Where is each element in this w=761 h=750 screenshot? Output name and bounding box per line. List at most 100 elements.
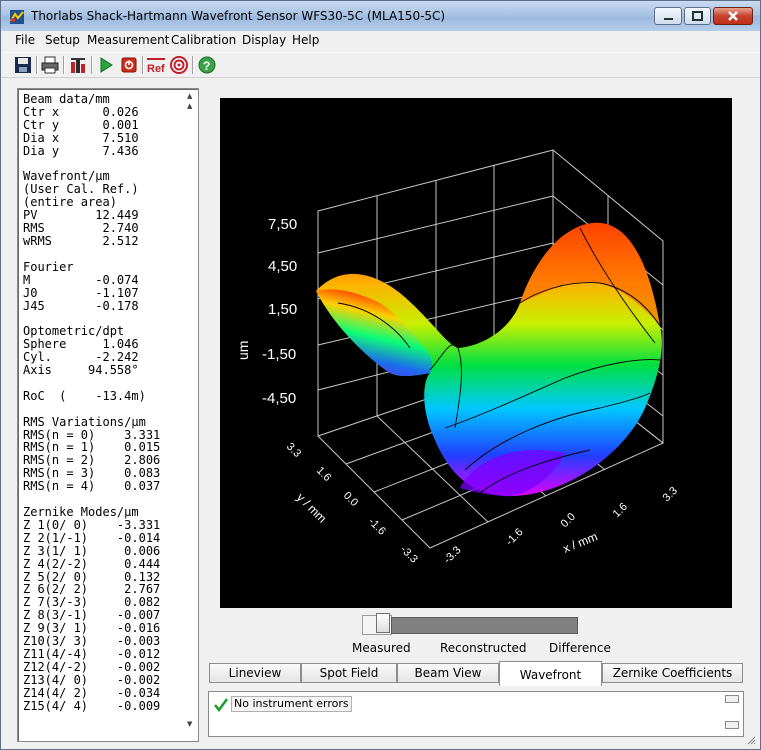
maximize-icon xyxy=(692,11,703,21)
start-button[interactable] xyxy=(96,55,116,75)
minimize-button[interactable] xyxy=(654,7,682,25)
result-line: Beam data/mm xyxy=(23,92,110,106)
result-line: RMS(n = 0) 3.331 xyxy=(23,427,161,442)
y-tick: 0.0 xyxy=(341,490,360,509)
check-icon xyxy=(214,698,229,713)
menu-help[interactable]: Help xyxy=(292,33,320,47)
result-line: wRMS 2.512 xyxy=(23,233,139,248)
save-icon xyxy=(15,57,31,73)
result-line: Z 1(0/ 0) -3.331 xyxy=(23,517,161,532)
tab-spot-field[interactable]: Spot Field xyxy=(301,663,397,683)
x-axis-label: x / mm xyxy=(561,529,600,555)
z-axis: 7,50 4,50 1,50 -1,50 -4,50 um xyxy=(235,216,297,407)
result-line: PV 12.449 xyxy=(23,208,139,223)
result-line: Sphere 1.046 xyxy=(23,337,139,352)
result-line: J0 -1.107 xyxy=(23,285,139,300)
status-scroll-up[interactable] xyxy=(725,695,739,703)
x-tick: 3.3 xyxy=(661,485,680,504)
result-line: Dia x 7.510 xyxy=(23,130,139,145)
reference-icon: Ref xyxy=(147,58,165,75)
z-tick: -1,50 xyxy=(262,346,296,363)
status-panel: No instrument errors xyxy=(208,691,744,737)
target-button[interactable] xyxy=(169,55,189,75)
print-button[interactable] xyxy=(40,55,60,75)
status-scroll-down[interactable] xyxy=(725,721,739,729)
result-line: Cyl. -2.242 xyxy=(23,350,139,365)
slider-label-measured: Measured xyxy=(352,641,411,655)
result-line: Z 3(1/ 1) 0.006 xyxy=(23,543,161,558)
y-axis-label: y / mm xyxy=(294,490,329,525)
slider-label-difference: Difference xyxy=(549,641,611,655)
play-icon xyxy=(100,57,113,73)
y-tick: -1.6 xyxy=(366,516,388,538)
menu-measurement[interactable]: Measurement xyxy=(87,33,170,47)
window-title: Thorlabs Shack-Hartmann Wavefront Sensor… xyxy=(31,9,446,23)
svg-text:?: ? xyxy=(203,59,210,73)
y-tick: 3.3 xyxy=(284,441,303,460)
save-button[interactable] xyxy=(13,55,33,75)
tab-beam-view[interactable]: Beam View xyxy=(397,663,499,683)
wavefront-3d-plot[interactable]: 7,50 4,50 1,50 -1,50 -4,50 um 3.3 1.6 0.… xyxy=(220,98,732,608)
reference-label: Ref xyxy=(147,63,165,75)
tab-wavefront[interactable]: Wavefront xyxy=(499,661,602,686)
menu-calibration[interactable]: Calibration xyxy=(171,33,237,47)
measurement-results-panel[interactable]: Beam data/mm Ctr x 0.026 Ctr y 0.001 Dia x … xyxy=(17,88,199,742)
result-line: Z 7(3/-3) 0.082 xyxy=(23,595,161,610)
result-line xyxy=(23,377,160,390)
resize-grip-icon[interactable] xyxy=(746,735,756,745)
stop-button[interactable] xyxy=(119,55,139,75)
result-line: Z15(4/ 4) -0.009 xyxy=(23,698,161,713)
tab-zernike-coefficients[interactable]: Zernike Coefficients xyxy=(602,663,743,683)
scroll-down-icon[interactable]: ▼ xyxy=(187,720,193,728)
y-axis: 3.3 1.6 0.0 -1.6 -3.3 y / mm xyxy=(284,441,420,566)
maximize-button[interactable] xyxy=(684,7,711,25)
app-logo-icon xyxy=(10,10,24,24)
result-line: Z 4(2/-2) 0.444 xyxy=(23,556,161,571)
result-line: Ctr x 0.026 xyxy=(23,104,139,119)
result-line: Wavefront/µm xyxy=(23,169,110,184)
result-line: Z 6(2/ 2) 2.767 xyxy=(23,582,161,597)
x-tick: -1.6 xyxy=(504,526,526,548)
help-icon: ? xyxy=(198,56,216,74)
reference-button[interactable]: Ref xyxy=(146,55,166,75)
result-line: Z 9(3/ 1) -0.016 xyxy=(23,621,161,636)
result-line: Fourier xyxy=(23,259,74,274)
display-mode-slider-track[interactable] xyxy=(391,617,578,634)
wavefront-plot-svg: 7,50 4,50 1,50 -1,50 -4,50 um 3.3 1.6 0.… xyxy=(235,149,680,566)
result-line: Optometric/dpt xyxy=(23,324,125,339)
result-line: Dia y 7.436 xyxy=(23,143,139,158)
result-line: RMS(n = 4) 0.037 xyxy=(23,479,161,494)
scroll-thumb[interactable]: ▲ xyxy=(187,102,193,110)
y-tick: 1.6 xyxy=(314,465,333,484)
result-line: Z 5(2/ 0) 0.132 xyxy=(23,569,161,584)
scroll-up-icon[interactable]: ▲ xyxy=(187,92,193,100)
title-bar[interactable]: Thorlabs Shack-Hartmann Wavefront Sensor… xyxy=(1,1,760,31)
instrument-settings-button[interactable] xyxy=(68,55,88,75)
result-line: Zernike Modes/µm xyxy=(23,505,139,519)
display-mode-slider-thumb[interactable] xyxy=(376,613,390,633)
results-scrollbar[interactable]: ▲ ▲ ▼ xyxy=(186,92,196,737)
result-line xyxy=(23,248,160,261)
menu-file[interactable]: File xyxy=(15,33,36,47)
menu-bar: File Setup Measurement Calibration Displ… xyxy=(1,31,760,51)
status-message: No instrument errors xyxy=(231,696,352,712)
result-line xyxy=(23,403,160,416)
close-button[interactable] xyxy=(713,7,753,25)
result-line: J45 -0.178 xyxy=(23,298,139,313)
x-tick: 1.6 xyxy=(611,501,630,520)
wavefront-surface xyxy=(316,222,662,497)
stop-icon xyxy=(121,57,137,73)
menu-setup[interactable]: Setup xyxy=(45,33,80,47)
result-line: RMS(n = 3) 0.083 xyxy=(23,466,161,481)
tab-lineview[interactable]: Lineview xyxy=(209,663,301,683)
menu-display[interactable]: Display xyxy=(242,33,287,47)
help-button[interactable]: ? xyxy=(197,55,217,75)
result-line: Z14(4/ 2) -0.034 xyxy=(23,685,161,700)
result-line: Z11(4/-4) -0.012 xyxy=(23,646,161,661)
minimize-icon xyxy=(664,18,673,20)
result-line: Z12(4/-2) -0.002 xyxy=(23,659,161,674)
target-icon xyxy=(170,56,188,74)
result-line: RoC ( -13.4m) xyxy=(23,388,146,403)
print-icon xyxy=(41,56,59,74)
